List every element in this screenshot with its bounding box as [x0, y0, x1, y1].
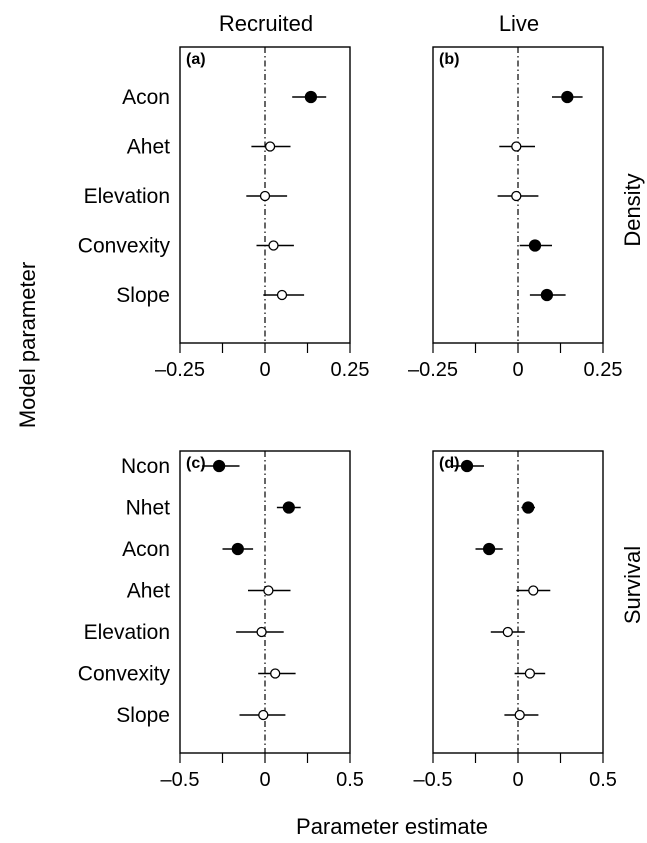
- category-label-acon: Acon: [122, 538, 170, 561]
- estimate-point-slope: [540, 288, 554, 302]
- category-label-slope: Slope: [116, 284, 170, 307]
- column-title-live: Live: [499, 11, 539, 36]
- estimate-point-ncon: [212, 459, 226, 473]
- estimate-point-nhet: [282, 501, 295, 514]
- category-label-elevation: Elevation: [84, 185, 170, 208]
- panels-group: (a) –0.25 0 0.25 Acon Ahet Elevation Convexity S…: [78, 46, 623, 791]
- estimate-point-convexity: [528, 239, 542, 252]
- estimate-point-convexity: [524, 668, 536, 679]
- estimate-point-acon: [561, 90, 574, 104]
- x-tick-label: 0.25: [584, 359, 623, 381]
- x-tick-label: 0: [259, 769, 270, 791]
- estimate-point-ahet: [263, 585, 274, 596]
- estimate-point-acon: [304, 90, 318, 104]
- category-label-slope: Slope: [116, 704, 170, 727]
- panel-a: (a) –0.25 0 0.25 Acon Ahet Elevation Convexity S…: [78, 46, 370, 381]
- estimate-point-acon: [482, 542, 496, 556]
- y-axis-title: Model parameter: [15, 262, 40, 428]
- estimate-point-elevation: [259, 190, 271, 202]
- x-tick-label: 0.25: [331, 359, 370, 381]
- x-tick-label: 0.5: [589, 769, 617, 791]
- panel-tag: (d): [439, 455, 459, 472]
- category-label-convexity: Convexity: [78, 663, 171, 686]
- panel-d: (d) –0.5 0 0.5: [414, 450, 617, 791]
- category-label-ahet: Ahet: [127, 580, 170, 603]
- estimate-point-convexity: [270, 668, 281, 679]
- estimate-point-ahet: [264, 141, 276, 152]
- x-tick-label: –0.25: [155, 359, 205, 381]
- estimate-point-elevation: [256, 626, 267, 638]
- category-label-nhet: Nhet: [126, 497, 171, 520]
- x-axis-title: Parameter estimate: [296, 814, 488, 839]
- category-label-ncon: Ncon: [121, 455, 170, 478]
- category-label-elevation: Elevation: [84, 621, 170, 644]
- column-title-recruited: Recruited: [219, 11, 313, 36]
- row-title-survival: Survival: [620, 546, 645, 624]
- panel-c: (c) –0.5 0 0.5 Ncon Nhet Acon Ahet Elevation Conv…: [78, 450, 364, 791]
- x-tick-label: –0.5: [161, 769, 200, 791]
- row-title-density: Density: [620, 173, 645, 246]
- x-tick-label: 0.5: [336, 769, 364, 791]
- estimate-point-nhet: [522, 501, 535, 514]
- category-label-acon: Acon: [122, 86, 170, 109]
- category-label-convexity: Convexity: [78, 235, 171, 258]
- estimate-point-elevation: [511, 190, 522, 202]
- panel-tag: (a): [186, 51, 206, 68]
- x-tick-label: –0.5: [414, 769, 453, 791]
- estimate-point-convexity: [268, 240, 279, 251]
- x-tick-label: 0: [259, 359, 270, 381]
- estimate-point-slope: [514, 709, 525, 721]
- x-tick-label: –0.25: [408, 359, 458, 381]
- estimate-point-ahet: [528, 585, 539, 596]
- estimate-point-slope: [258, 709, 269, 721]
- x-tick-label: 0: [512, 769, 523, 791]
- panel-b: (b) –0.25 0 0.25: [408, 46, 623, 381]
- estimate-point-ahet: [511, 141, 522, 152]
- x-tick-label: 0: [512, 359, 523, 381]
- category-label-ahet: Ahet: [127, 136, 170, 159]
- panel-tag: (b): [439, 51, 459, 68]
- estimate-point-elevation: [502, 626, 513, 638]
- estimate-point-slope: [276, 289, 288, 301]
- panel-tag: (c): [186, 455, 206, 472]
- estimate-point-acon: [231, 542, 244, 556]
- estimate-point-ncon: [460, 459, 474, 473]
